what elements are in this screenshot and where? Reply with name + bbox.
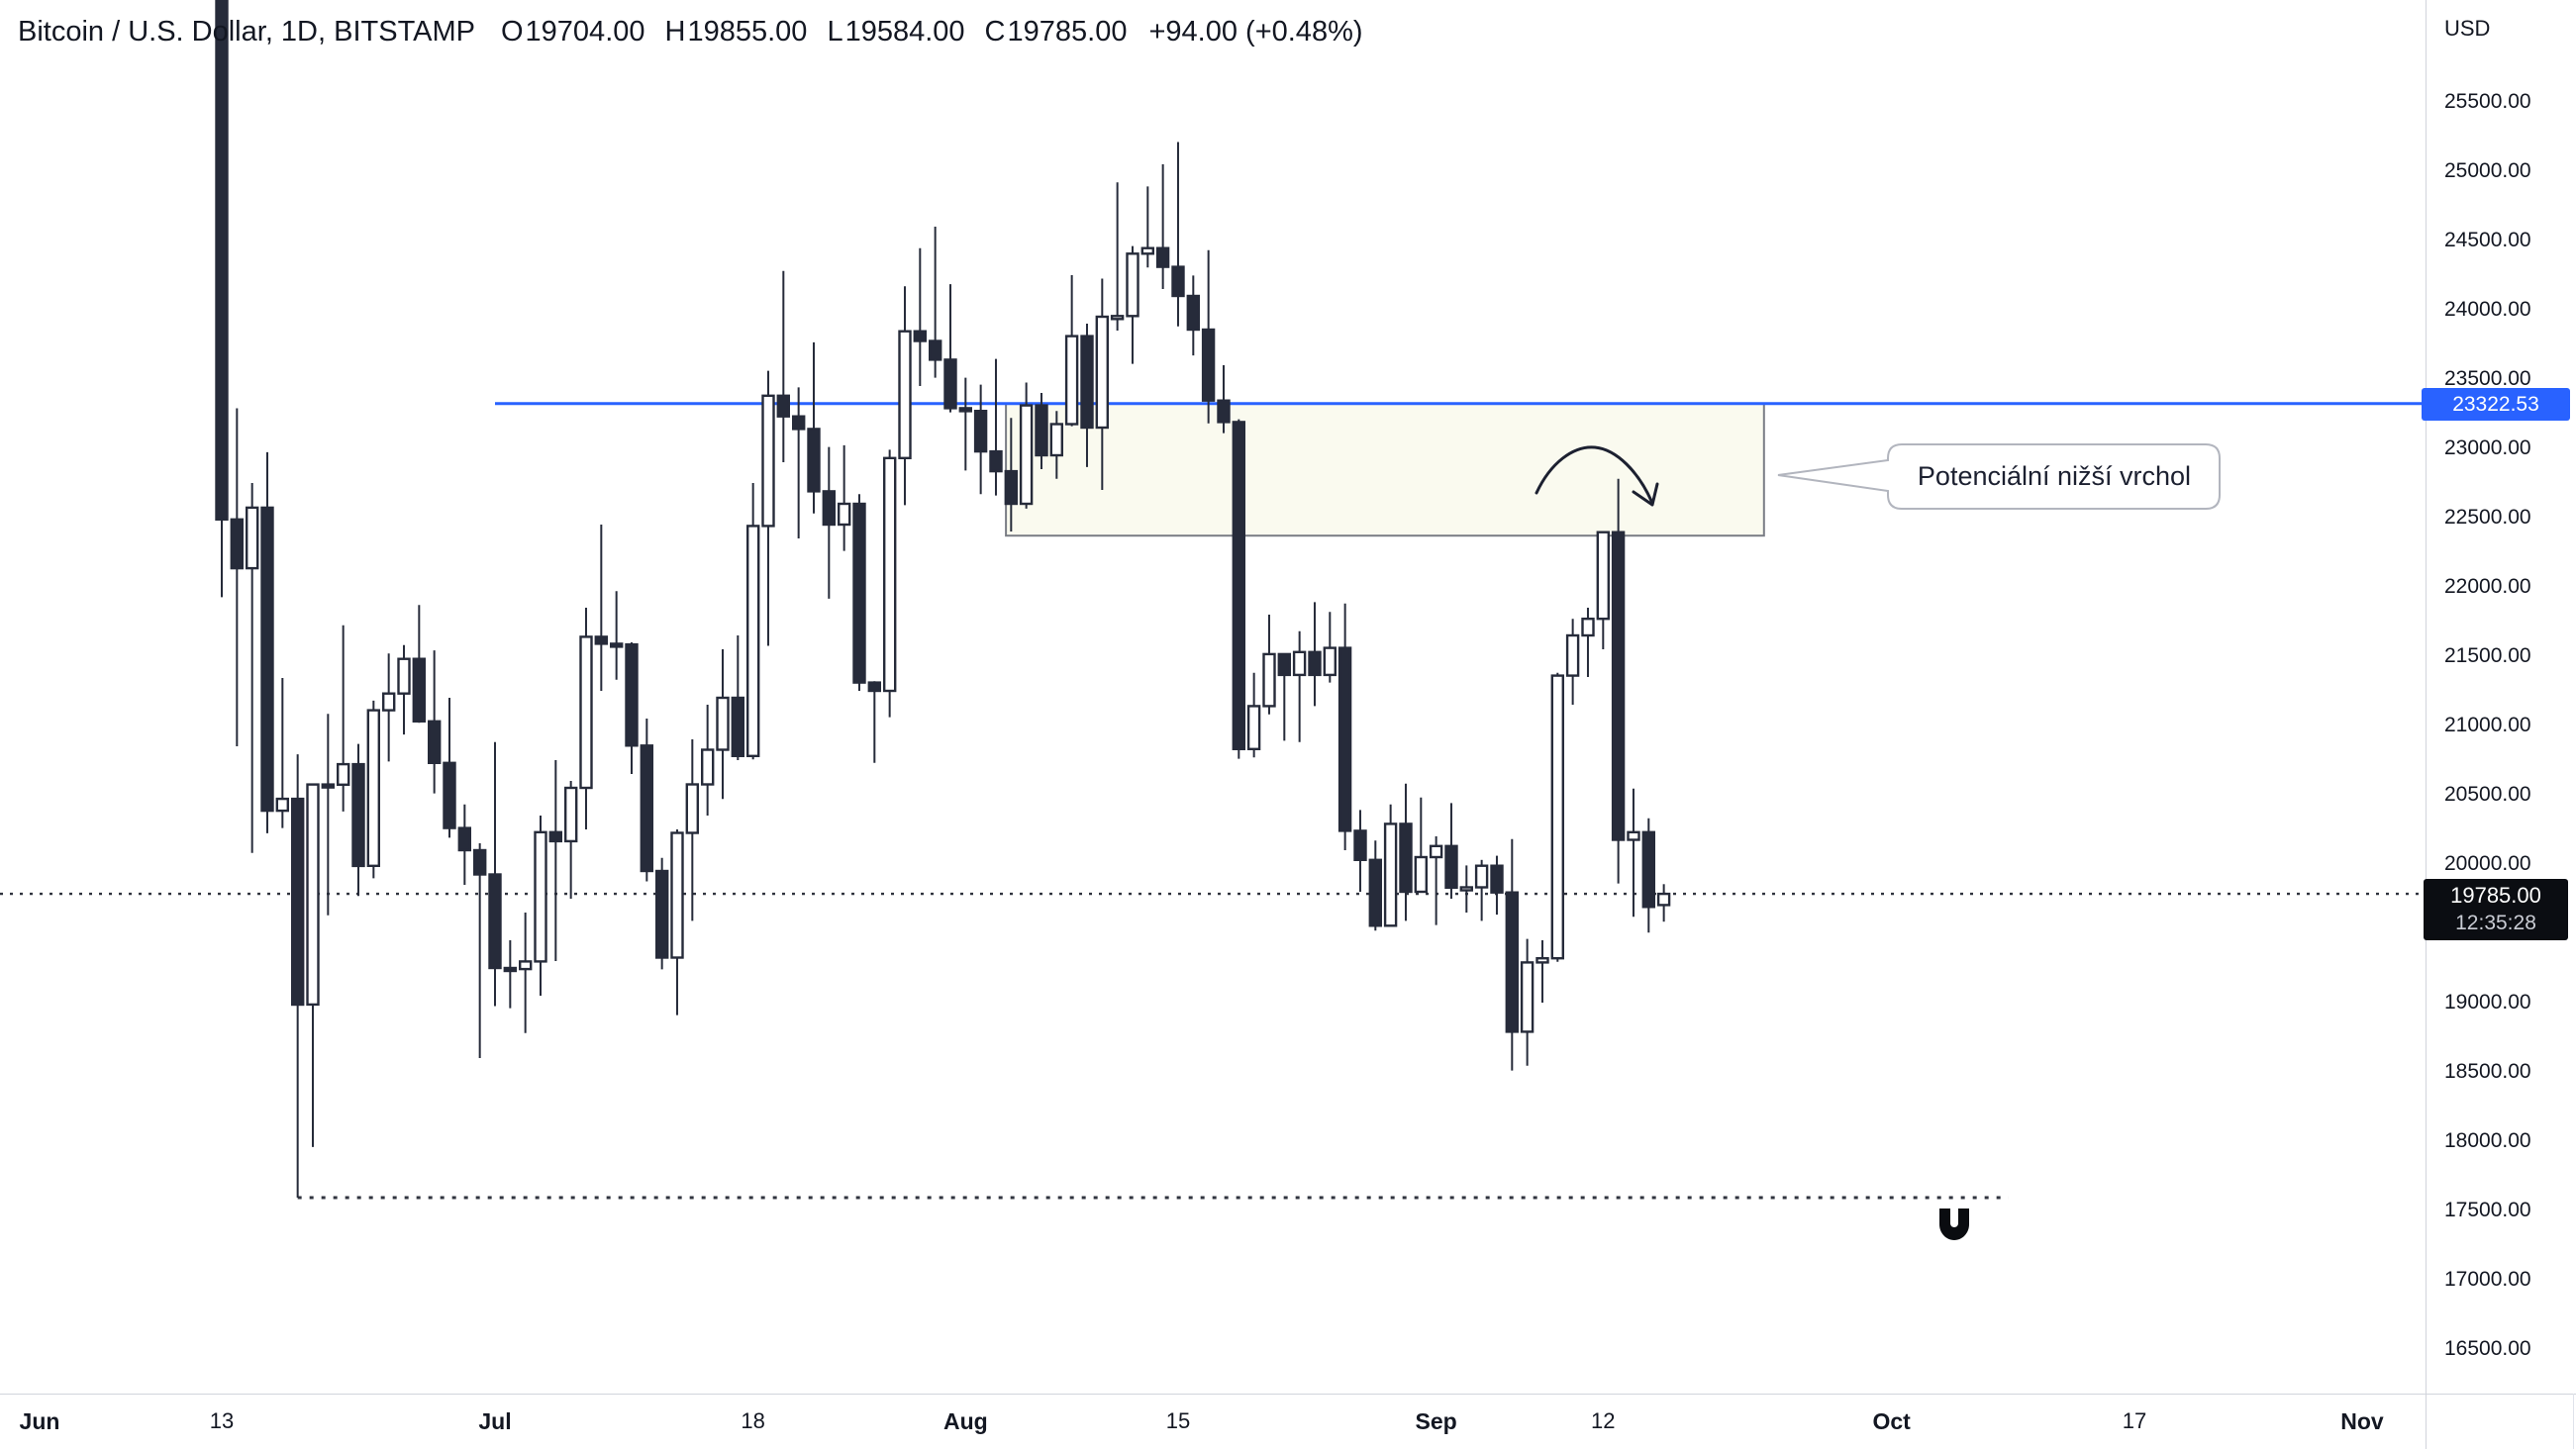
callout-bubble bbox=[1777, 443, 2221, 510]
supply-zone bbox=[1005, 402, 1765, 537]
time-tick-17: 17 bbox=[2122, 1408, 2147, 1433]
price-tick: 20500.00 bbox=[2444, 783, 2531, 806]
price-tick: 25000.00 bbox=[2444, 159, 2531, 182]
time-tick-18: 18 bbox=[741, 1408, 765, 1433]
time-tick-13: 13 bbox=[209, 1408, 235, 1433]
time-tick-12: 12 bbox=[1591, 1408, 1616, 1433]
time-axis[interactable]: Jun 13 Jul 18 Aug 15 Sep 12 Oct 17 Nov bbox=[0, 1394, 2576, 1450]
open-value: 19704.00 bbox=[525, 16, 645, 48]
price-tick: 22000.00 bbox=[2444, 575, 2531, 598]
high-label: H bbox=[664, 16, 686, 48]
axis-separator bbox=[2426, 1394, 2427, 1449]
last-price-label[interactable]: 19785.00 12:35:28 bbox=[2424, 879, 2568, 940]
open-label: O bbox=[500, 16, 524, 48]
candlestick-chart bbox=[0, 0, 2426, 1240]
magnet-cursor-icon bbox=[1939, 1208, 1969, 1240]
low-label: L bbox=[827, 16, 843, 48]
price-tick: 17000.00 bbox=[2444, 1268, 2531, 1291]
price-tick: 18000.00 bbox=[2444, 1129, 2531, 1152]
price-tick: 18500.00 bbox=[2444, 1060, 2531, 1083]
callout-label[interactable]: Potenciální nižší vrchol bbox=[1917, 461, 2192, 491]
bar-countdown: 12:35:28 bbox=[2455, 912, 2536, 934]
lower-high-arrow bbox=[1535, 445, 1659, 507]
change-value: +94.00 (+0.48%) bbox=[1148, 16, 1363, 48]
time-tick-15: 15 bbox=[1165, 1408, 1191, 1433]
price-tick: 16500.00 bbox=[2444, 1337, 2531, 1360]
price-tick: 24500.00 bbox=[2444, 229, 2531, 251]
symbol-title[interactable]: Bitcoin / U.S. Dollar, 1D, BITSTAMP bbox=[18, 16, 475, 48]
price-tick: 25500.00 bbox=[2444, 90, 2531, 113]
candlestick-series bbox=[215, 0, 1671, 1198]
low-value: 19584.00 bbox=[844, 16, 965, 48]
close-value: 19785.00 bbox=[1007, 16, 1128, 48]
price-axis[interactable]: USD 25500.00 25000.00 24500.00 24000.00 2350… bbox=[2422, 0, 2576, 1394]
close-label: C bbox=[984, 16, 1006, 48]
price-tick: 23000.00 bbox=[2444, 436, 2531, 459]
time-tick-nov: Nov bbox=[2340, 1408, 2384, 1434]
price-tick: 24000.00 bbox=[2444, 298, 2531, 321]
time-tick-jun: Jun bbox=[19, 1408, 60, 1434]
currency-label: USD bbox=[2444, 16, 2491, 41]
level-line-price-label[interactable]: 23322.53 bbox=[2422, 387, 2570, 421]
high-value: 19855.00 bbox=[687, 16, 808, 48]
price-tick: 20000.00 bbox=[2444, 852, 2531, 875]
ohlc-values: O19704.00 H19855.00 L19584.00 C19785.00 +94.… bbox=[501, 16, 1363, 48]
price-tick: 21000.00 bbox=[2444, 714, 2531, 736]
time-tick-jul: Jul bbox=[478, 1408, 512, 1434]
chart-pane[interactable]: Bitcoin / U.S. Dollar, 1D, BITSTAMP O1970… bbox=[0, 0, 2426, 1394]
price-tick: 21500.00 bbox=[2444, 644, 2531, 667]
price-tick: 19000.00 bbox=[2444, 991, 2531, 1014]
price-tick: 17500.00 bbox=[2444, 1199, 2531, 1221]
price-tick: 23500.00 bbox=[2444, 367, 2531, 390]
symbol-info-bar[interactable]: Bitcoin / U.S. Dollar, 1D, BITSTAMP O1970… bbox=[18, 16, 1363, 48]
time-tick-sep: Sep bbox=[1415, 1408, 1457, 1434]
time-tick-aug: Aug bbox=[942, 1408, 988, 1434]
price-tick: 22500.00 bbox=[2444, 506, 2531, 529]
last-price-value: 19785.00 bbox=[2450, 883, 2541, 908]
time-tick-oct: Oct bbox=[1872, 1408, 1911, 1434]
